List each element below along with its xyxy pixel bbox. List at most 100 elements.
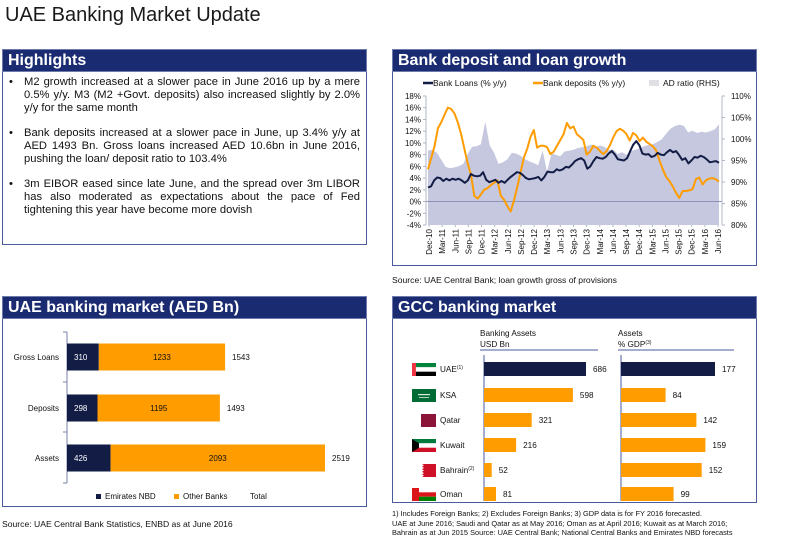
country-label: UAE(1) [440,365,463,374]
right-tick-label: 100% [731,135,751,144]
growth-chart-panel: 18% 16% 14% 12% 10% 8% 6% 4% 2% 0% -2% -4% 110% 105%… [392,72,757,266]
assets-gdp-bar [621,463,702,477]
x-tick-label: Mar-13 [543,228,552,254]
x-tick-label: Jun-11 [451,228,460,252]
assets-gdp-value-label: 142 [703,416,717,425]
enbd-value-label: 298 [74,404,88,413]
assets-gdp-bar [621,413,697,427]
x-tick-label: Mar-12 [491,228,500,254]
left-tick-label: 10% [405,139,421,148]
legend-enbd-label: Emirates NBD [105,492,156,501]
left-tick-label: 0% [409,198,421,207]
left-tick-label: -2% [407,209,421,218]
assets-usd-value-label: 216 [523,441,537,450]
assets-gdp-bar [621,487,674,501]
x-tick-label: Sep-11 [464,228,473,254]
left-tick-label: 16% [405,104,421,113]
right-tick-label: 80% [731,221,747,230]
x-tick-label: Jun-12 [504,228,513,253]
total-value-label: 2519 [332,454,350,463]
legend-loans-label: Bank Loans (% y/y) [433,78,507,88]
right-tick-label: 95% [731,157,747,166]
deposits-line-layer [427,106,720,213]
assets-usd-bar [484,463,492,477]
assets-gdp-value-label: 177 [722,365,736,374]
other-banks-value-label: 2093 [209,454,227,463]
country-label: Kuwait [440,441,465,450]
assets-gdp-superscript: (3) [645,340,651,346]
bahrain-flag-icon [418,464,436,477]
country-name: Qatar [440,416,461,425]
total-value-label: 1543 [232,353,250,362]
other-banks-bar [97,394,220,422]
legend-total-label: Total [250,492,267,501]
assets-gdp-value-label: 99 [681,490,691,499]
right-tick-label: 85% [731,200,747,209]
highlight-text: 3m EIBOR eased since late June, and the … [24,178,360,216]
gcc-market-chart: Banking Assets USD Bn Assets % GDP(3) [412,329,736,502]
loans-line [427,140,720,189]
country-label: Oman [440,490,463,499]
x-tick-label: Sep-12 [517,228,526,254]
legend-ad-ratio-label: AD ratio (RHS) [663,78,720,88]
growth-chart: 18% 16% 14% 12% 10% 8% 6% 4% 2% 0% -2% -4% 110% 105%… [405,78,751,255]
highlights-header: Highlights [2,49,367,72]
category-label: Assets [35,454,59,463]
right-tick-label: 110% [731,92,751,101]
uae-market-chart: Gross Loans 310 1233 1543 Deposits 298 1195 149… [14,331,350,501]
highlight-item: • Bank deposits increased at a slower pac… [9,127,360,166]
left-tick-label: 12% [405,127,421,136]
other-banks-value-label: 1195 [150,404,168,413]
assets-usd-bar [484,438,517,452]
x-tick-label: Mar-15 [648,228,657,254]
legend-other-swatch [174,494,179,499]
assets-gdp-header-text: % GDP [618,340,646,349]
assets-gdp-value-label: 84 [673,391,683,400]
x-tick-label: Dec-10 [425,228,434,254]
left-tick-label: 2% [409,186,421,195]
highlights-panel: • M2 growth increased at a slower pace in… [2,72,367,245]
enbd-value-label: 310 [74,353,88,362]
highlight-text: Bank deposits increased at a slower pace… [24,127,360,165]
assets-usd-header-line2: USD Bn [480,340,510,349]
left-tick-label: 8% [409,151,421,160]
x-tick-label: Sep-15 [675,228,684,254]
highlight-item: • 3m EIBOR eased since late June, and the… [9,178,360,217]
x-tick-label: Dec-15 [688,228,697,254]
highlight-text: M2 growth increased at a slower pace in … [24,76,360,114]
bullet-icon: • [9,178,13,190]
country-superscript: (2) [468,466,474,472]
enbd-bar [67,343,99,371]
assets-usd-value-label: 321 [539,416,553,425]
assets-gdp-bar [621,388,666,402]
country-label: Qatar [440,416,461,425]
country-name: Bahrain [440,466,469,475]
assets-gdp-bar [621,438,706,452]
country-label: KSA [440,391,457,400]
other-banks-bar [98,343,226,371]
country-name: Oman [440,490,463,499]
category-label: Deposits [28,404,59,413]
assets-usd-bar [484,388,573,402]
uae-market-panel: Gross Loans 310 1233 1543 Deposits 298 1195 149… [2,319,367,507]
gcc-footnote-1: 1) Includes Foreign Banks; 2) Excludes F… [392,509,702,518]
legend-other-label: Other Banks [183,492,227,501]
assets-usd-bar [484,413,532,427]
country-name: Kuwait [440,441,465,450]
bullet-icon: • [9,127,13,139]
left-axis-ticks: 18% 16% 14% 12% 10% 8% 6% 4% 2% 0% -2% -4% [405,92,426,230]
left-tick-label: -4% [407,221,421,230]
assets-gdp-value-label: 159 [712,441,726,450]
total-value-label: 1493 [227,404,245,413]
x-tick-label: Mar-11 [438,228,447,253]
enbd-bar [67,394,98,422]
x-tick-label: Mar-14 [596,228,605,254]
legend: Bank Loans (% y/y) Bank deposits (% y/y)… [423,78,720,88]
x-tick-label: Jun-15 [662,228,671,253]
gcc-market-panel: Banking Assets USD Bn Assets % GDP(3) [392,319,757,503]
category-label: Gross Loans [14,353,59,362]
highlight-item: • M2 growth increased at a slower pace in… [9,76,360,115]
assets-gdp-bar [621,362,715,376]
right-tick-label: 105% [731,114,751,123]
uae-bars-layer: Gross Loans 310 1233 1543 Deposits 298 1195 149… [14,343,350,472]
